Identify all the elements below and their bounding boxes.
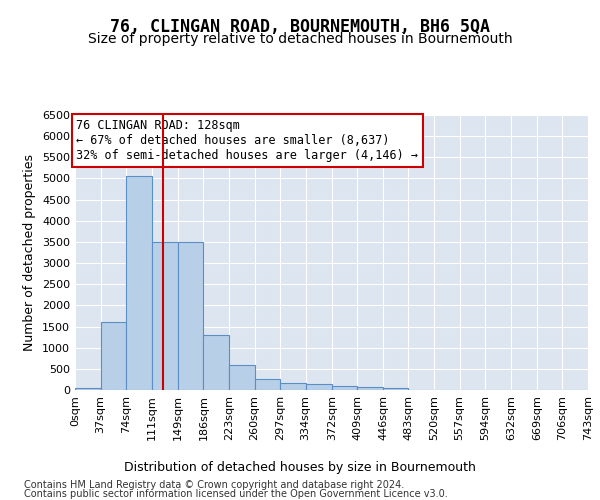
Bar xyxy=(101,322,126,390)
Bar xyxy=(383,388,409,390)
Text: 76, CLINGAN ROAD, BOURNEMOUTH, BH6 5QA: 76, CLINGAN ROAD, BOURNEMOUTH, BH6 5QA xyxy=(110,18,490,36)
Text: Contains HM Land Registry data © Crown copyright and database right 2024.: Contains HM Land Registry data © Crown c… xyxy=(24,480,404,490)
Bar xyxy=(280,382,305,390)
Text: 76 CLINGAN ROAD: 128sqm
← 67% of detached houses are smaller (8,637)
32% of semi: 76 CLINGAN ROAD: 128sqm ← 67% of detache… xyxy=(76,119,418,162)
Bar xyxy=(203,335,229,390)
Bar xyxy=(178,242,203,390)
Bar xyxy=(126,176,152,390)
Text: Distribution of detached houses by size in Bournemouth: Distribution of detached houses by size … xyxy=(124,461,476,474)
Bar xyxy=(229,364,254,390)
Text: Size of property relative to detached houses in Bournemouth: Size of property relative to detached ho… xyxy=(88,32,512,46)
Bar xyxy=(358,388,383,390)
Bar xyxy=(305,384,332,390)
Y-axis label: Number of detached properties: Number of detached properties xyxy=(23,154,37,351)
Bar xyxy=(254,380,280,390)
Bar xyxy=(75,388,101,390)
Bar xyxy=(152,242,178,390)
Text: Contains public sector information licensed under the Open Government Licence v3: Contains public sector information licen… xyxy=(24,489,448,499)
Bar xyxy=(332,386,358,390)
